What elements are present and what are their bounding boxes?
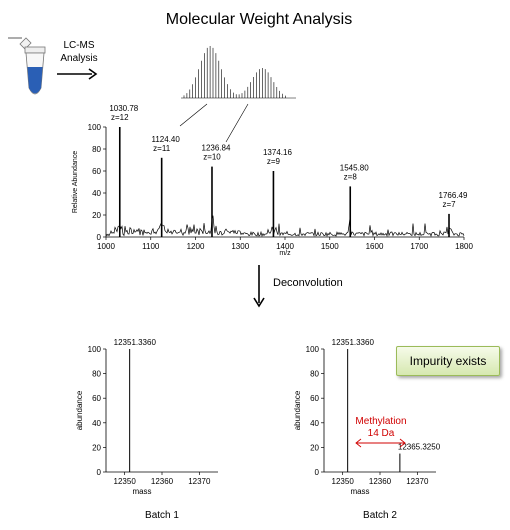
lcms-label-line1: LC-MS	[63, 40, 94, 51]
x-tick-label: 1800	[455, 242, 473, 251]
x-tick-label: 12360	[151, 477, 174, 486]
y-tick-label: 40	[92, 419, 101, 428]
y-tick-label: 40	[92, 189, 101, 198]
x-axis-label: mass	[350, 487, 369, 496]
x-tick-label: 1500	[321, 242, 339, 251]
x-axis-label: m/z	[279, 250, 291, 257]
ms-peak-charge: z=11	[153, 144, 171, 153]
sample-tube-icon	[8, 37, 46, 95]
lcms-arrow	[57, 68, 98, 80]
y-tick-label: 60	[310, 394, 319, 403]
x-tick-label: 1700	[410, 242, 428, 251]
y-tick-label: 20	[92, 211, 101, 220]
x-tick-label: 12350	[114, 477, 137, 486]
y-tick-label: 100	[88, 123, 102, 132]
ms-peak-charge: z=7	[442, 200, 456, 209]
methylation-delta: 14 Da	[368, 428, 395, 439]
y-tick-label: 20	[310, 443, 319, 452]
impurity-label: Impurity exists	[409, 354, 487, 368]
x-tick-label: 12360	[369, 477, 392, 486]
ms-spectrum-chart: 1000 1100 1200 1300 1400 1500 1600 1700 1800 0 20 4…	[72, 104, 473, 257]
ms-peak-label: 1766.49	[439, 191, 468, 200]
lcms-label-line2: Analysis	[60, 53, 97, 64]
y-tick-label: 0	[97, 233, 102, 242]
batch2-chart: 12350 12360 12370 0 20 40 60 80 100 mass abundance…	[293, 338, 441, 521]
ms-peak-charge: z=10	[203, 153, 221, 162]
x-tick-label: 1400	[276, 242, 294, 251]
x-axis-label: mass	[132, 487, 151, 496]
ms-peak-label: 1236.84	[202, 144, 231, 153]
y-tick-label: 100	[306, 345, 320, 354]
y-tick-label: 80	[92, 370, 101, 379]
y-tick-label: 20	[92, 443, 101, 452]
x-tick-label: 1100	[142, 242, 160, 251]
deconvolution-label: Deconvolution	[273, 277, 343, 289]
x-tick-label: 1300	[231, 242, 249, 251]
y-axis-label: abundance	[75, 390, 84, 430]
ms-peak-charge: z=9	[267, 157, 281, 166]
y-axis-label: Relative Abundance	[72, 151, 79, 213]
impurity-callout: Impurity exists	[396, 346, 500, 376]
batch-peak-label: 12351.3360	[332, 338, 375, 347]
x-tick-label: 12350	[332, 477, 355, 486]
y-tick-label: 80	[310, 370, 319, 379]
deconvolution-arrow	[253, 265, 265, 308]
methylation-label: Methylation	[355, 416, 406, 427]
y-tick-label: 0	[97, 468, 102, 477]
y-tick-label: 40	[310, 419, 319, 428]
ms-peak-label: 1030.78	[109, 104, 138, 113]
y-tick-label: 0	[315, 468, 320, 477]
x-tick-label: 12370	[406, 477, 429, 486]
ms-peak-label: 1124.40	[152, 135, 181, 144]
x-tick-label: 1200	[187, 242, 205, 251]
isotope-inset	[176, 30, 296, 143]
ms-peak-label: 1545.80	[340, 163, 369, 172]
methylation-double-arrow	[355, 438, 406, 448]
batch-peak-label: 12365.3250	[398, 443, 441, 452]
y-tick-label: 60	[92, 394, 101, 403]
batch-peak-label: 12351.3360	[114, 338, 157, 347]
page-title: Molecular Weight Analysis	[166, 11, 352, 28]
batch1-chart: 12350 12360 12370 0 20 40 60 80 100 mass abundance…	[75, 338, 218, 521]
ms-peak-charge: z=12	[111, 113, 129, 122]
ms-spectrum-trace	[105, 215, 465, 238]
inset-isotope-peaks	[183, 45, 286, 98]
y-tick-label: 100	[88, 345, 102, 354]
x-tick-label: 1600	[366, 242, 384, 251]
y-tick-label: 60	[92, 167, 101, 176]
y-tick-label: 80	[92, 145, 101, 154]
x-tick-label: 12370	[188, 477, 211, 486]
batch-title: Batch 1	[145, 510, 179, 521]
y-axis-label: abundance	[293, 390, 302, 430]
batch-title: Batch 2	[363, 510, 397, 521]
x-tick-label: 1000	[97, 242, 115, 251]
ms-peak-label: 1374.16	[263, 148, 292, 157]
ms-peak-charge: z=8	[344, 172, 358, 181]
